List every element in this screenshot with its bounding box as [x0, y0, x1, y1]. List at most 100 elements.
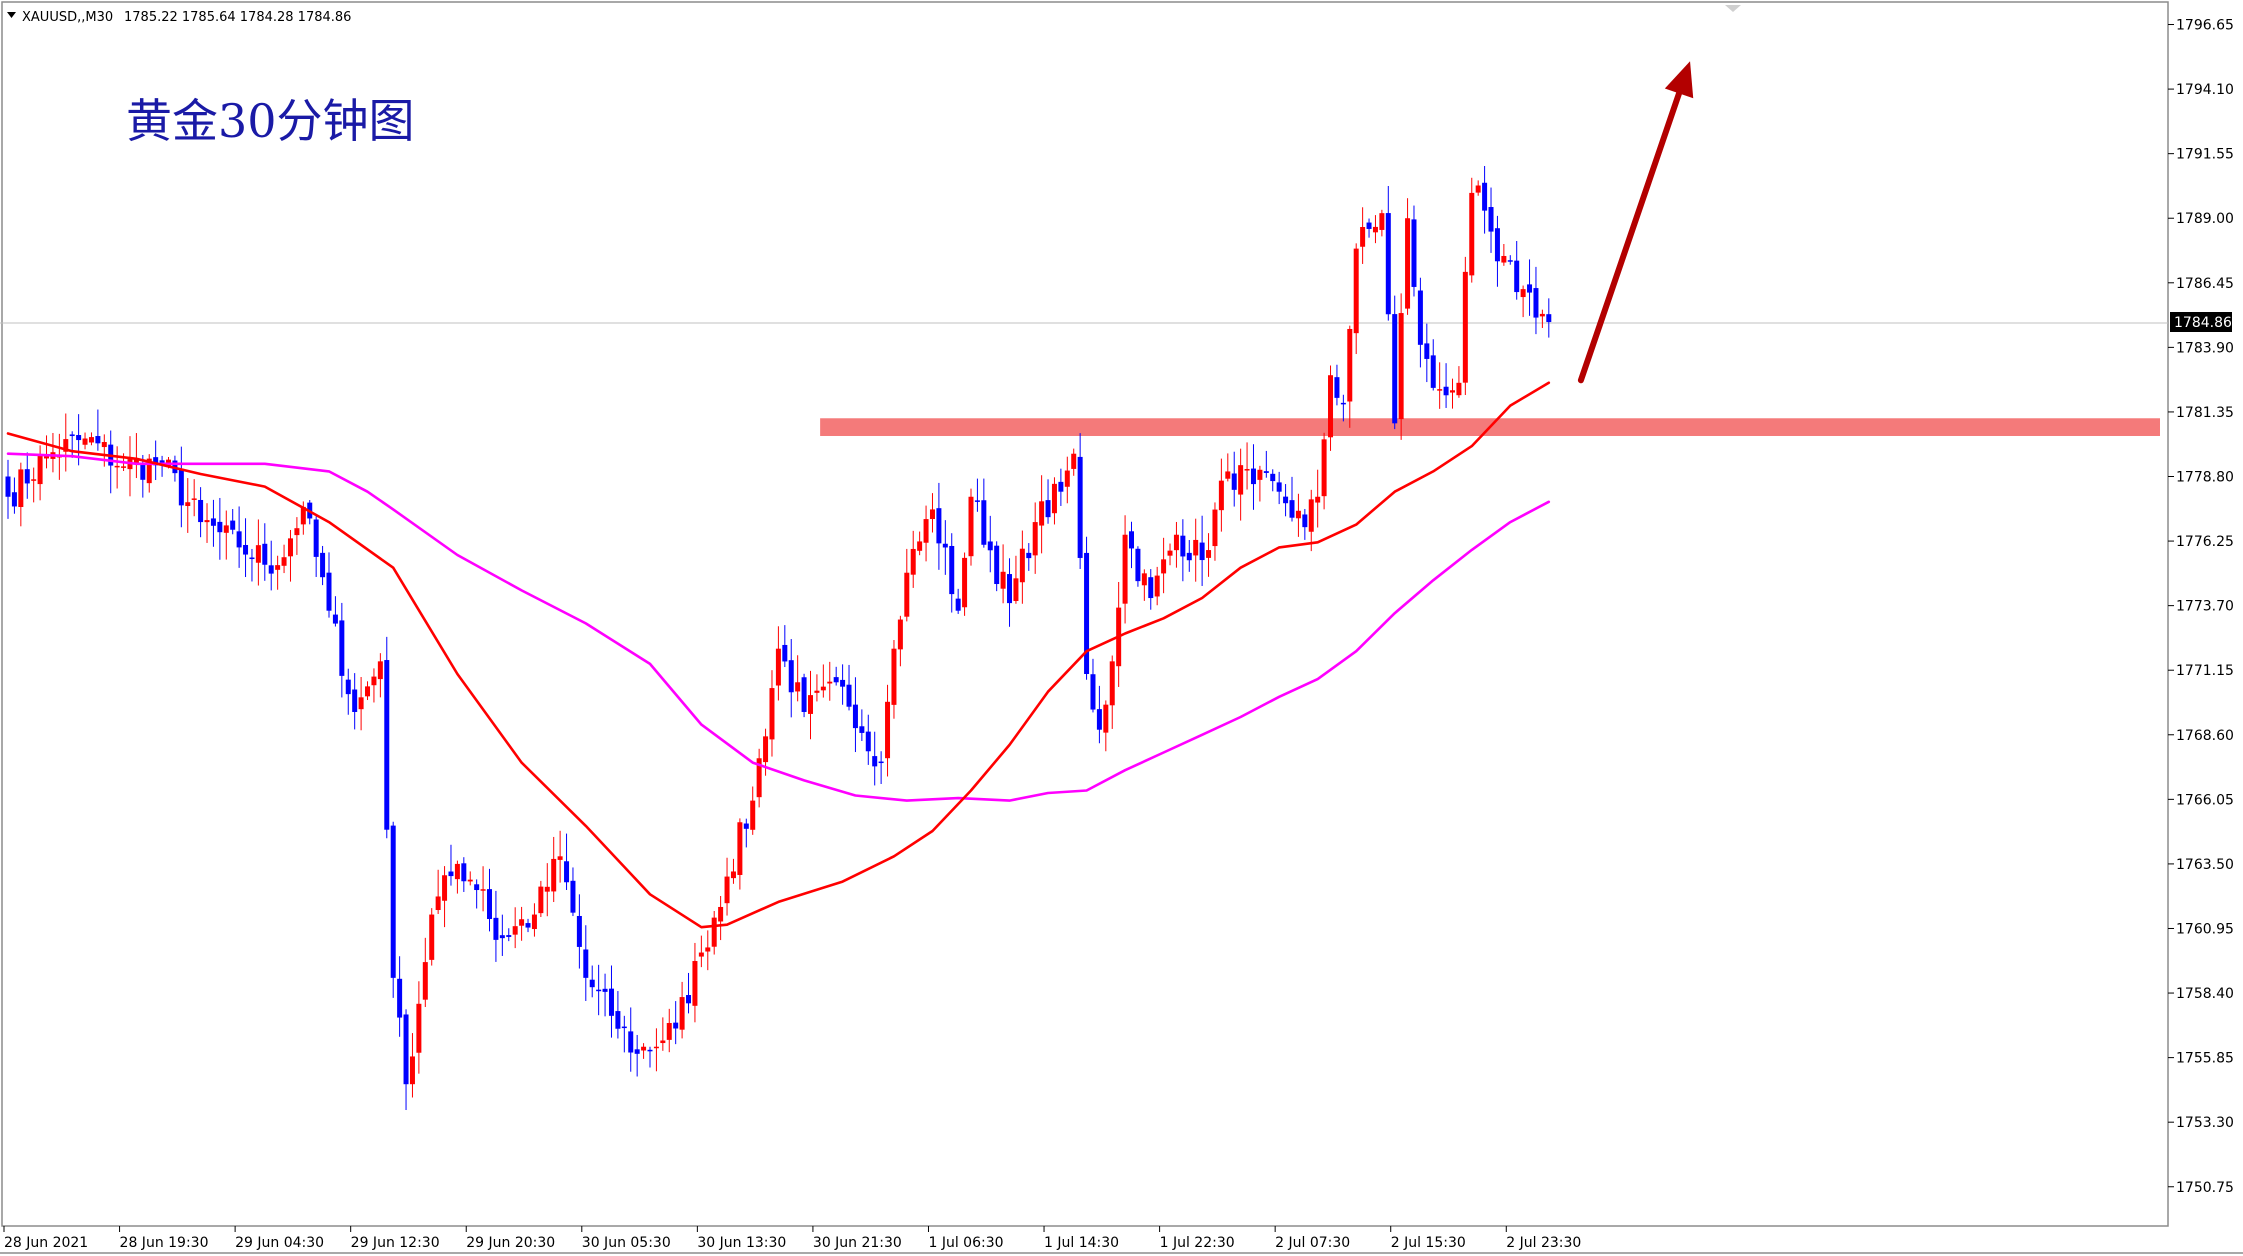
- candle: [178, 446, 184, 528]
- candle: [840, 664, 846, 705]
- candle: [692, 942, 698, 1023]
- candle: [782, 625, 788, 668]
- candle: [1443, 363, 1449, 408]
- scroll-marker-icon[interactable]: [1725, 5, 1741, 12]
- candle: [1000, 544, 1006, 604]
- candle: [968, 488, 974, 566]
- candle: [262, 523, 268, 581]
- candle: [377, 653, 383, 698]
- candle: [1437, 362, 1443, 409]
- y-tick-label: 1753.30: [2176, 1115, 2234, 1131]
- candle: [583, 925, 589, 1001]
- y-tick-label: 1758.40: [2176, 986, 2234, 1002]
- y-tick-label: 1778.80: [2176, 470, 2234, 486]
- candle: [564, 833, 570, 890]
- candle: [519, 906, 525, 941]
- candle: [628, 1007, 634, 1072]
- candle: [1295, 493, 1301, 537]
- candle: [384, 636, 390, 839]
- candle: [852, 677, 858, 753]
- candle: [974, 478, 980, 512]
- candle: [795, 655, 801, 702]
- candle: [281, 544, 287, 574]
- candle: [448, 844, 454, 886]
- x-tick-label: 29 Jun 12:30: [351, 1235, 440, 1251]
- candle: [891, 640, 897, 719]
- candle: [133, 433, 139, 479]
- candle: [1520, 285, 1526, 318]
- candle: [1488, 187, 1494, 253]
- candle: [1039, 475, 1045, 554]
- candle: [159, 455, 165, 477]
- candle: [1405, 198, 1411, 315]
- symbol-dropdown-icon[interactable]: [7, 12, 16, 18]
- candle: [538, 880, 544, 917]
- candle: [1231, 451, 1237, 507]
- candle: [1289, 476, 1295, 522]
- x-tick-label: 1 Jul 14:30: [1044, 1235, 1119, 1251]
- candle: [1302, 508, 1308, 540]
- y-tick-label: 1783.90: [2176, 340, 2234, 356]
- candle: [210, 499, 216, 547]
- x-tick-label: 28 Jun 19:30: [120, 1235, 209, 1251]
- candle: [255, 519, 261, 586]
- candle: [788, 639, 794, 718]
- candle: [647, 1046, 653, 1068]
- x-tick-label: 2 Jul 07:30: [1275, 1235, 1350, 1251]
- candle: [294, 517, 300, 555]
- candle: [1186, 540, 1192, 572]
- candle: [1077, 433, 1083, 570]
- candle: [1366, 218, 1372, 238]
- candle: [1019, 530, 1025, 604]
- trend-arrow-shaft: [1577, 90, 1683, 384]
- candle: [1122, 515, 1128, 624]
- candle: [557, 830, 563, 883]
- candle: [621, 1015, 627, 1053]
- trend-arrow-head: [1664, 61, 1694, 99]
- current-price-tag: [2170, 312, 2232, 332]
- candle: [878, 751, 884, 785]
- candle: [1129, 521, 1134, 569]
- x-tick-label: 28 Jun 2021: [4, 1235, 88, 1251]
- candle: [1430, 339, 1436, 391]
- candle: [332, 596, 338, 627]
- candle: [82, 432, 88, 450]
- candle: [551, 836, 557, 903]
- candle: [320, 545, 326, 586]
- candle: [917, 531, 923, 556]
- candle: [153, 440, 159, 481]
- candle: [1385, 185, 1391, 321]
- candle: [487, 868, 492, 932]
- y-tick-label: 1773.70: [2176, 599, 2234, 615]
- x-tick-label: 29 Jun 20:30: [466, 1235, 555, 1251]
- candle: [608, 965, 614, 1038]
- candle: [358, 677, 364, 731]
- candle: [634, 1034, 640, 1077]
- y-tick-label: 1786.45: [2176, 276, 2234, 292]
- y-tick-label: 1766.05: [2176, 792, 2234, 808]
- candle: [1084, 536, 1090, 680]
- x-tick-label: 2 Jul 15:30: [1391, 1235, 1466, 1251]
- candle: [949, 533, 955, 613]
- symbol-label[interactable]: XAUUSD,,M30: [22, 10, 113, 25]
- candle: [827, 661, 833, 701]
- candle: [243, 518, 249, 578]
- candle: [217, 497, 223, 560]
- candle: [480, 866, 486, 912]
- candle: [287, 529, 293, 582]
- candle: [1238, 448, 1244, 521]
- candle: [1514, 240, 1520, 300]
- candle: [1392, 295, 1398, 430]
- x-tick-label: 30 Jun 13:30: [697, 1235, 786, 1251]
- candle: [724, 857, 730, 916]
- candle: [429, 908, 435, 966]
- candle: [1283, 484, 1289, 517]
- current-price-label: 1784.86: [2174, 315, 2232, 331]
- candle: [1199, 515, 1205, 586]
- candle: [24, 452, 30, 499]
- candle: [859, 709, 865, 741]
- candle: [1328, 365, 1334, 451]
- candle: [1167, 543, 1173, 566]
